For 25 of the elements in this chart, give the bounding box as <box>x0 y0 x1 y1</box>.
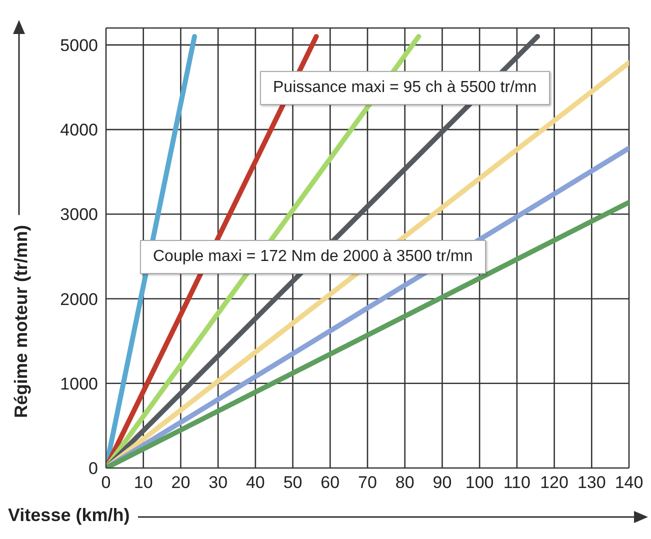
x-tick-label: 120 <box>540 473 568 492</box>
y-axis-title: Régime moteur (tr/mn) <box>10 224 32 418</box>
x-tick-label: 40 <box>246 473 265 492</box>
y-tick-label: 0 <box>88 459 98 478</box>
x-tick-label: 110 <box>503 473 530 492</box>
x-tick-label: 140 <box>614 473 644 492</box>
x-tick-label: 20 <box>171 473 190 492</box>
x-axis-title: Vitesse (km/h) <box>8 505 130 526</box>
annotation: Puissance maxi = 95 ch à 5500 tr/mn <box>260 71 550 105</box>
x-tick-label: 80 <box>395 473 414 492</box>
y-tick-label: 1000 <box>60 374 98 394</box>
y-tick-label: 3000 <box>60 205 98 224</box>
y-tick-label: 5000 <box>60 36 98 55</box>
x-tick-label: 50 <box>283 473 302 492</box>
y-tick-label: 4000 <box>60 120 98 140</box>
x-tick-label: 70 <box>358 473 377 492</box>
x-tick-label: 90 <box>432 473 452 492</box>
x-tick-label: 0 <box>101 473 111 492</box>
annotation: Couple maxi = 172 Nm de 2000 à 3500 tr/mn <box>140 240 486 274</box>
x-tick-label: 60 <box>320 473 340 492</box>
x-tick-label: 100 <box>465 473 494 492</box>
y-tick-label: 2000 <box>60 290 98 309</box>
x-tick-label: 30 <box>208 473 228 492</box>
x-tick-label: 10 <box>134 473 153 492</box>
x-tick-label: 130 <box>577 473 606 492</box>
